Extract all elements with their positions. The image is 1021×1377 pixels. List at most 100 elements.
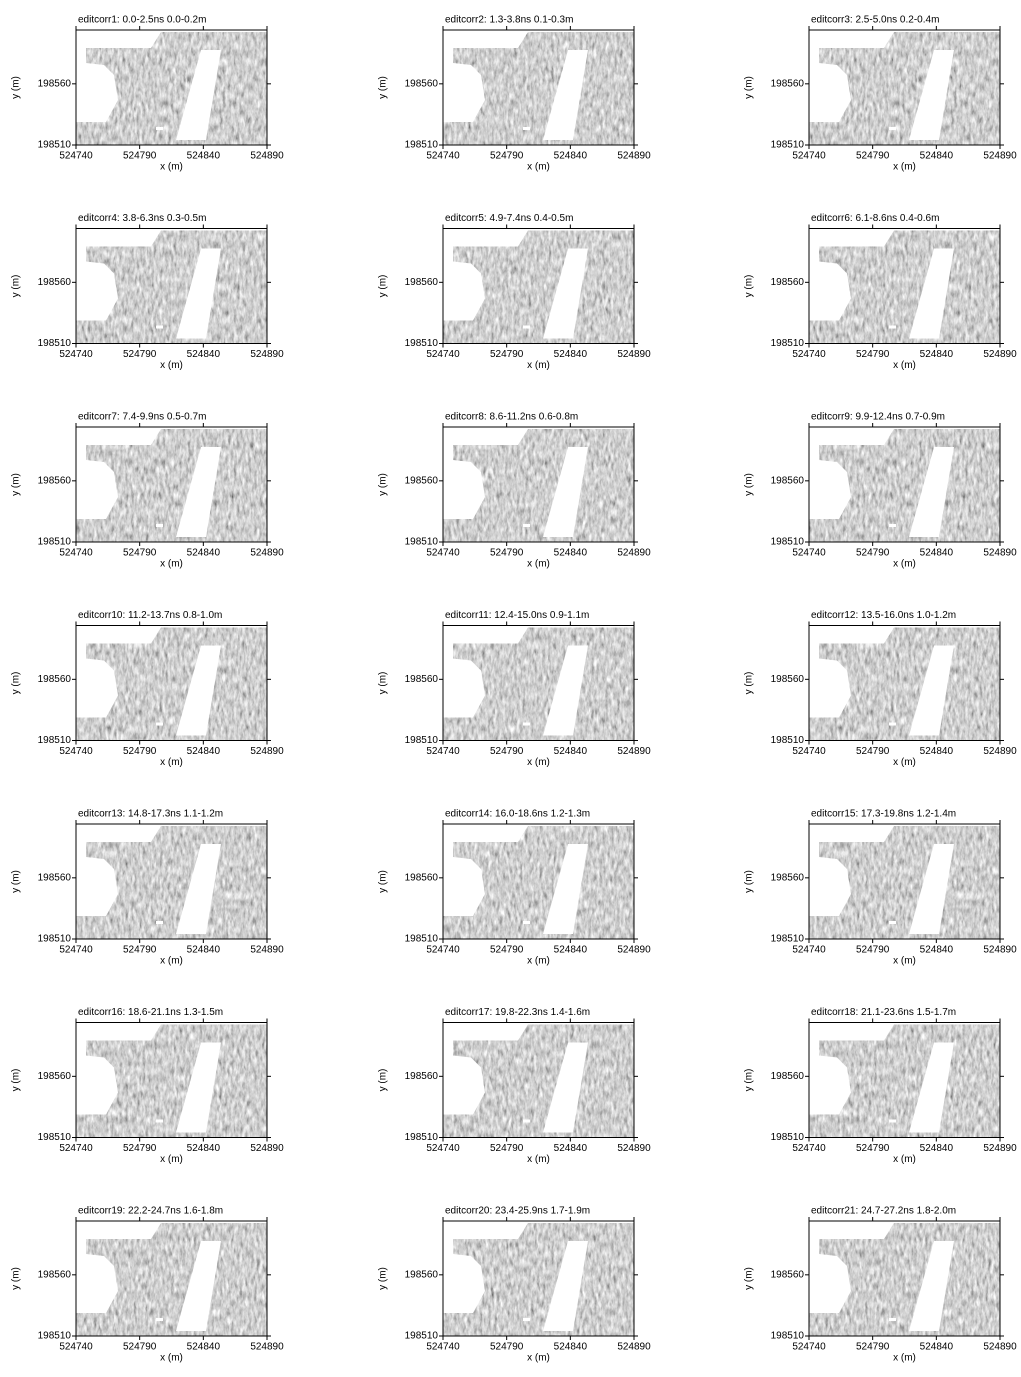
marker [523, 921, 530, 924]
panel-title: editcorr20: 23.4-25.9ns 1.7-1.9m [445, 1206, 590, 1217]
y-tick-label: 198560 [771, 1269, 805, 1280]
marker [156, 723, 163, 726]
y-tick-label: 198560 [405, 674, 439, 685]
x-axis-label: x (m) [527, 757, 550, 768]
x-tick-label: 524890 [617, 746, 651, 757]
y-axis-label: y (m) [744, 76, 755, 99]
x-tick-label: 524840 [920, 548, 954, 559]
panel: editcorr10: 11.2-13.7ns 0.8-1.0m52474052… [11, 610, 284, 768]
y-tick-label: 198510 [405, 1132, 439, 1143]
y-tick-label: 198560 [405, 78, 439, 89]
y-axis-label: y (m) [744, 870, 755, 893]
y-tick-label: 198560 [38, 872, 72, 883]
y-tick-label: 198560 [38, 78, 72, 89]
panel-title: editcorr2: 1.3-3.8ns 0.1-0.3m [445, 15, 573, 26]
marker [156, 127, 163, 130]
x-tick-label: 524740 [59, 1143, 93, 1154]
radargram-image [76, 1023, 267, 1138]
x-tick-label: 524740 [792, 151, 826, 162]
x-tick-label: 524790 [123, 746, 157, 757]
x-tick-label: 524740 [792, 548, 826, 559]
x-tick-label: 524740 [426, 746, 460, 757]
y-tick-label: 198510 [38, 735, 72, 746]
x-tick-label: 524840 [187, 746, 221, 757]
y-axis-label: y (m) [378, 672, 389, 695]
x-tick-label: 524840 [554, 1342, 588, 1353]
panel-title: editcorr15: 17.3-19.8ns 1.2-1.4m [811, 809, 956, 820]
x-tick-label: 524790 [856, 1143, 890, 1154]
y-tick-label: 198510 [771, 537, 805, 548]
marker [156, 326, 163, 329]
x-tick-label: 524790 [490, 151, 524, 162]
y-tick-label: 198510 [38, 1132, 72, 1143]
y-axis-label: y (m) [378, 473, 389, 496]
x-axis-label: x (m) [527, 559, 550, 570]
y-tick-label: 198560 [38, 674, 72, 685]
x-tick-label: 524740 [426, 349, 460, 360]
marker [156, 1120, 163, 1123]
radargram-image [809, 824, 1000, 939]
marker [889, 723, 896, 726]
panel-title: editcorr18: 21.1-23.6ns 1.5-1.7m [811, 1007, 956, 1018]
y-tick-label: 198560 [38, 475, 72, 486]
y-tick-label: 198560 [771, 277, 805, 288]
panel-title: editcorr10: 11.2-13.7ns 0.8-1.0m [78, 610, 222, 621]
x-tick-label: 524790 [856, 746, 890, 757]
y-axis-label: y (m) [744, 473, 755, 496]
x-tick-label: 524890 [617, 349, 651, 360]
radargram-image [809, 1023, 1000, 1138]
x-tick-label: 524740 [426, 548, 460, 559]
x-tick-label: 524890 [617, 945, 651, 956]
radargram-image [809, 1221, 1000, 1336]
figure: editcorr1: 0.0-2.5ns 0.0-0.2m 524740 52479… [0, 0, 1021, 1372]
y-tick-label: 198510 [38, 338, 72, 349]
y-tick-label: 198510 [771, 1331, 805, 1342]
x-tick-label: 524740 [792, 945, 826, 956]
radargram-image [809, 229, 1000, 344]
y-tick-label: 198510 [38, 934, 72, 945]
marker [523, 524, 530, 527]
x-tick-label: 524740 [426, 151, 460, 162]
x-tick-label: 524790 [123, 1342, 157, 1353]
panel-title: editcorr1: 0.0-2.5ns 0.0-0.2m [78, 15, 206, 26]
x-axis-label: x (m) [893, 1353, 916, 1364]
y-axis-label: y (m) [744, 1069, 755, 1092]
body: {"chart_data": [ {"type":"image","title"… [0, 0, 1021, 1372]
x-tick-label: 524840 [920, 151, 954, 162]
x-tick-label: 524840 [554, 746, 588, 757]
x-tick-label: 524790 [123, 1143, 157, 1154]
x-tick-label: 524890 [617, 1342, 651, 1353]
x-axis-label: x (m) [893, 1154, 916, 1165]
x-tick-label: 524890 [983, 151, 1017, 162]
x-axis-label: x (m) [893, 360, 916, 371]
x-axis-label: x (m) [527, 956, 550, 967]
y-tick-label: 198560 [771, 872, 805, 883]
x-tick-label: 524790 [490, 1342, 524, 1353]
x-tick-label: 524790 [490, 349, 524, 360]
x-tick-label: 524740 [426, 1342, 460, 1353]
x-tick-label: 524790 [123, 349, 157, 360]
y-tick-label: 198510 [405, 338, 439, 349]
x-tick-label: 524740 [426, 945, 460, 956]
panel-title: editcorr19: 22.2-24.7ns 1.6-1.8m [78, 1206, 223, 1217]
y-tick-label: 198560 [771, 1071, 805, 1082]
x-tick-label: 524890 [983, 349, 1017, 360]
x-tick-label: 524890 [250, 548, 284, 559]
x-tick-label: 524840 [187, 349, 221, 360]
y-tick-label: 198510 [38, 537, 72, 548]
y-axis-label: y (m) [378, 1069, 389, 1092]
x-tick-label: 524890 [617, 1143, 651, 1154]
marker [889, 326, 896, 329]
x-tick-label: 524740 [59, 548, 93, 559]
x-tick-label: 524840 [187, 1342, 221, 1353]
x-tick-label: 524890 [617, 151, 651, 162]
x-tick-label: 524740 [59, 1342, 93, 1353]
radargram-image [443, 824, 634, 939]
y-tick-label: 198560 [38, 1071, 72, 1082]
x-tick-label: 524790 [123, 945, 157, 956]
marker [889, 127, 896, 130]
radargram-image [76, 824, 267, 939]
x-tick-label: 524790 [856, 151, 890, 162]
